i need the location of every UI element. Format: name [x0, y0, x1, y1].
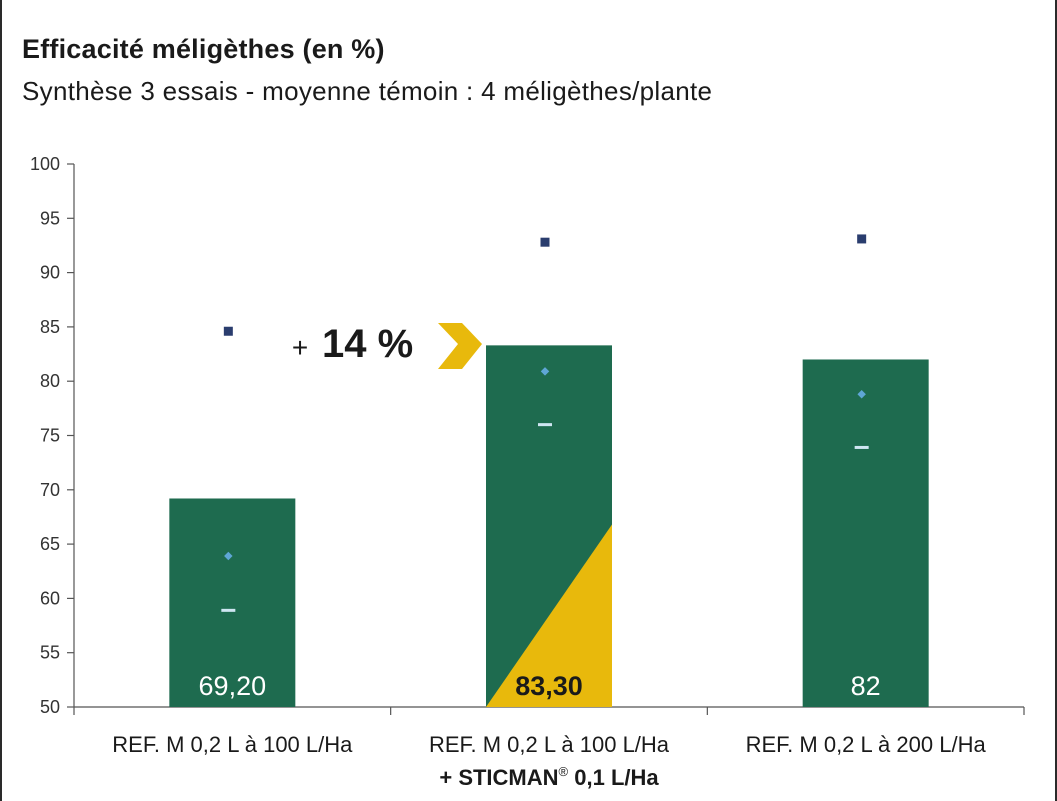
- median-marker: [540, 367, 550, 376]
- chevron-right-icon: [438, 323, 482, 369]
- min-marker: [854, 445, 869, 449]
- y-tick-label: 65: [40, 534, 60, 554]
- y-tick-label: 95: [40, 208, 60, 228]
- frame-border-left: [0, 0, 2, 801]
- y-tick-label: 50: [40, 697, 60, 717]
- y-tick-label: 90: [40, 263, 60, 283]
- category-label: REF. M 0,2 L à 100 L/Ha: [112, 732, 353, 757]
- y-tick-label: 60: [40, 588, 60, 608]
- chart-subtitle: Synthèse 3 essais - moyenne témoin : 4 m…: [22, 76, 713, 106]
- annotation-percent: 14 %: [322, 322, 413, 366]
- bar: [169, 498, 296, 707]
- y-tick-label: 70: [40, 480, 60, 500]
- y-tick-label: 75: [40, 426, 60, 446]
- category-label-line2: + STICMAN® 0,1 L/Ha: [439, 764, 659, 790]
- annotation-plus: +: [292, 332, 308, 363]
- category-label: REF. M 0,2 L à 200 L/Ha: [746, 732, 987, 757]
- category-label: REF. M 0,2 L à 100 L/Ha: [429, 732, 670, 757]
- bar-value-label: 69,20: [199, 671, 267, 701]
- chart-title: Efficacité méligèthes (en %): [22, 34, 385, 64]
- y-tick-label: 55: [40, 643, 60, 663]
- min-marker: [221, 608, 236, 612]
- max-marker: [540, 237, 550, 247]
- bar-highlight-triangle: [486, 524, 612, 707]
- frame-border-right: [1055, 0, 1057, 801]
- min-marker: [538, 423, 552, 427]
- max-marker: [223, 326, 233, 336]
- y-tick-label: 100: [30, 154, 60, 174]
- bar: [802, 359, 929, 707]
- bar-value-label: 82: [851, 671, 881, 701]
- y-tick-label: 80: [40, 371, 60, 391]
- y-tick-label: 85: [40, 317, 60, 337]
- bar-value-label: 83,30: [515, 671, 583, 701]
- max-marker: [857, 234, 867, 244]
- median-marker: [857, 389, 866, 399]
